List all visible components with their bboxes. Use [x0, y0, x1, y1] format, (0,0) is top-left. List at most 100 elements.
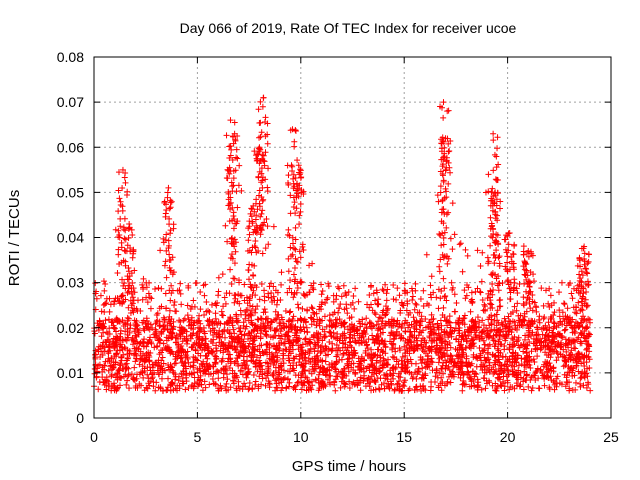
data-point [529, 298, 536, 305]
data-point [491, 200, 498, 207]
data-point [197, 352, 204, 359]
data-point [577, 375, 584, 382]
data-point [253, 323, 260, 330]
data-point [307, 314, 314, 321]
data-point [150, 383, 157, 390]
data-point [381, 312, 388, 319]
data-point [337, 333, 344, 340]
data-point [440, 114, 447, 121]
data-point [487, 214, 494, 221]
data-point [253, 155, 260, 162]
data-point [560, 300, 567, 307]
data-point [268, 351, 275, 358]
data-point [307, 339, 314, 346]
data-point [241, 349, 248, 356]
data-point [133, 306, 140, 313]
data-point [515, 317, 522, 324]
data-point [163, 274, 170, 281]
data-point [236, 300, 243, 307]
data-point [251, 343, 258, 350]
data-point [179, 380, 186, 387]
data-point [449, 286, 456, 293]
data-point [310, 280, 317, 287]
data-point [474, 376, 481, 383]
data-point [562, 383, 569, 390]
data-point [113, 315, 120, 322]
data-point [371, 339, 378, 346]
data-point [446, 313, 453, 320]
data-point [509, 250, 516, 257]
data-point [318, 291, 325, 298]
data-point [309, 260, 316, 267]
data-point [163, 305, 170, 312]
data-point [559, 309, 566, 316]
data-point [356, 358, 363, 365]
data-point [572, 325, 579, 332]
data-point [409, 333, 416, 340]
data-point [555, 322, 562, 329]
data-point [523, 371, 530, 378]
data-point [520, 263, 527, 270]
data-point [170, 269, 177, 276]
data-point [183, 374, 190, 381]
data-point [559, 321, 566, 328]
data-point [496, 253, 503, 260]
data-point [427, 282, 434, 289]
data-point [587, 387, 594, 394]
data-point [485, 188, 492, 195]
data-point [428, 337, 435, 344]
data-point [423, 251, 430, 258]
data-point [128, 371, 135, 378]
data-point [504, 259, 511, 266]
data-point [461, 287, 468, 294]
data-point [196, 381, 203, 388]
data-point [334, 347, 341, 354]
data-point [511, 385, 518, 392]
data-point [521, 368, 528, 375]
data-point [346, 315, 353, 322]
data-point [372, 297, 379, 304]
data-point [290, 294, 297, 301]
data-point [357, 379, 364, 386]
data-point [419, 327, 426, 334]
data-point [160, 239, 167, 246]
data-point [256, 200, 263, 207]
data-point [444, 341, 451, 348]
data-point [530, 335, 537, 342]
data-point [425, 302, 432, 309]
data-point [242, 383, 249, 390]
data-point [438, 387, 445, 394]
data-point [290, 180, 297, 187]
data-point [573, 363, 580, 370]
data-point [443, 157, 450, 164]
data-point [583, 317, 590, 324]
data-point [158, 375, 165, 382]
data-point [530, 373, 537, 380]
data-point [585, 251, 592, 258]
data-point [291, 278, 298, 285]
data-point [164, 326, 171, 333]
data-point [292, 236, 299, 243]
data-point [310, 309, 317, 316]
data-point [271, 317, 278, 324]
data-point [355, 364, 362, 371]
data-point [425, 352, 432, 359]
data-point [232, 346, 239, 353]
data-point [145, 375, 152, 382]
data-point [145, 357, 152, 364]
data-point [287, 277, 294, 284]
data-point [471, 325, 478, 332]
data-point [254, 151, 261, 158]
data-point [287, 192, 294, 199]
data-point [505, 247, 512, 254]
data-point [117, 215, 124, 222]
data-point [135, 327, 142, 334]
data-point [292, 323, 299, 330]
data-point [392, 365, 399, 372]
data-point [425, 324, 432, 331]
data-point [283, 384, 290, 391]
data-point [397, 374, 404, 381]
data-point [184, 340, 191, 347]
data-point [570, 338, 577, 345]
data-point [487, 225, 494, 232]
